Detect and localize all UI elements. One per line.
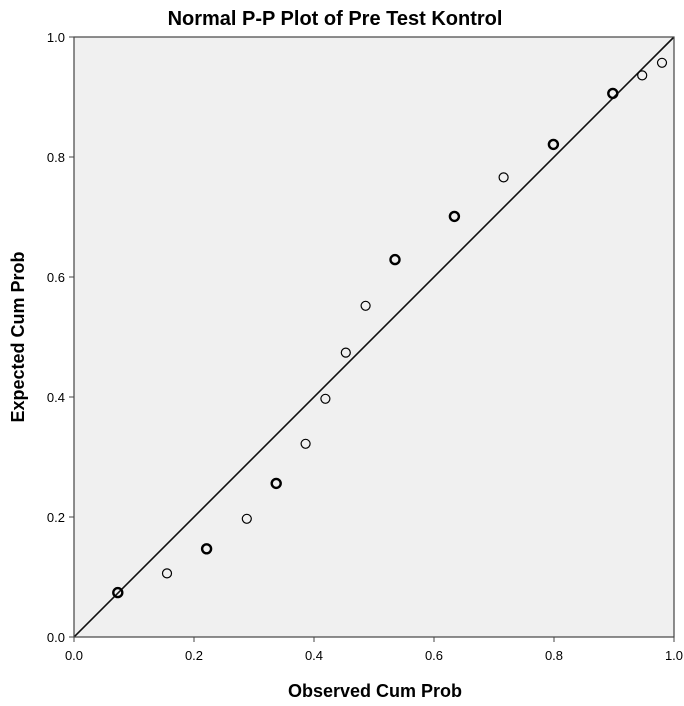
y-axis-label: Expected Cum Prob <box>8 251 28 422</box>
x-tick-label: 0.0 <box>65 648 83 663</box>
x-tick-label: 1.0 <box>665 648 683 663</box>
y-tick-label: 0.6 <box>47 270 65 285</box>
x-axis-label: Observed Cum Prob <box>288 681 462 701</box>
y-tick-label: 0.0 <box>47 630 65 645</box>
x-axis-ticks: 0.0 0.2 0.4 0.6 0.8 1.0 <box>65 637 683 663</box>
x-tick-label: 0.2 <box>185 648 203 663</box>
chart-title: Normal P-P Plot of Pre Test Kontrol <box>168 8 503 30</box>
y-tick-label: 0.2 <box>47 510 65 525</box>
y-tick-label: 0.8 <box>47 150 65 165</box>
y-tick-label: 0.4 <box>47 390 65 405</box>
y-tick-label: 1.0 <box>47 30 65 45</box>
x-tick-label: 0.8 <box>545 648 563 663</box>
x-tick-label: 0.4 <box>305 648 323 663</box>
x-tick-label: 0.6 <box>425 648 443 663</box>
y-axis-ticks: 0.0 0.2 0.4 0.6 0.8 1.0 <box>47 30 74 645</box>
